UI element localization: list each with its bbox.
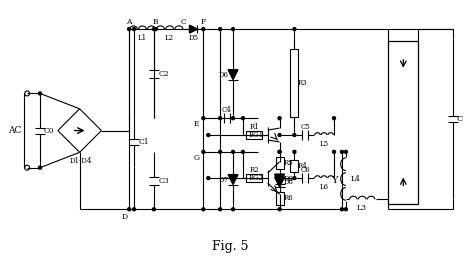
Circle shape <box>155 28 157 31</box>
Text: E: E <box>194 120 199 128</box>
Text: D1-D4: D1-D4 <box>69 157 92 165</box>
Circle shape <box>133 28 136 31</box>
Text: R3: R3 <box>298 79 307 87</box>
Text: D8: D8 <box>283 178 293 186</box>
Polygon shape <box>274 177 284 187</box>
Polygon shape <box>190 25 197 33</box>
Circle shape <box>340 150 343 153</box>
Circle shape <box>219 150 222 153</box>
Circle shape <box>202 117 205 120</box>
Circle shape <box>278 150 281 153</box>
Text: Fig. 5: Fig. 5 <box>212 240 248 253</box>
Circle shape <box>293 133 296 136</box>
Text: C0: C0 <box>44 127 54 135</box>
Text: D7: D7 <box>219 176 229 184</box>
Bar <box>246 174 262 182</box>
Text: F: F <box>201 18 206 26</box>
Text: R4: R4 <box>298 162 307 170</box>
Circle shape <box>278 150 281 153</box>
Circle shape <box>241 117 245 120</box>
Text: D6: D6 <box>219 71 229 79</box>
Text: D5: D5 <box>189 34 199 42</box>
Text: L4: L4 <box>351 175 361 182</box>
Text: C5: C5 <box>301 123 310 131</box>
Text: C: C <box>456 115 463 123</box>
Text: Y: Y <box>331 176 337 185</box>
Circle shape <box>128 28 131 31</box>
Bar <box>275 156 283 169</box>
Circle shape <box>128 208 131 211</box>
Circle shape <box>219 117 222 120</box>
Circle shape <box>345 150 347 153</box>
Circle shape <box>340 208 343 211</box>
Circle shape <box>207 177 210 179</box>
Circle shape <box>232 117 235 120</box>
Text: B: B <box>153 18 159 26</box>
Text: R2: R2 <box>249 166 259 174</box>
Text: R6: R6 <box>283 194 293 202</box>
Text: A: A <box>127 18 132 26</box>
Text: C6: C6 <box>301 166 310 174</box>
Bar <box>275 192 283 205</box>
Circle shape <box>202 150 205 153</box>
Text: C2: C2 <box>158 70 169 78</box>
Text: G: G <box>193 154 200 162</box>
Circle shape <box>133 208 136 211</box>
Circle shape <box>219 208 222 211</box>
Circle shape <box>278 133 281 136</box>
Circle shape <box>345 208 347 211</box>
Circle shape <box>202 208 205 211</box>
Circle shape <box>202 28 205 31</box>
Text: L5: L5 <box>319 140 328 148</box>
Text: L1: L1 <box>138 34 147 42</box>
Circle shape <box>293 177 296 179</box>
Circle shape <box>278 117 281 120</box>
Text: C: C <box>181 18 186 26</box>
Text: L2: L2 <box>165 34 174 42</box>
Circle shape <box>278 208 281 211</box>
Bar <box>389 41 418 204</box>
Polygon shape <box>228 175 238 184</box>
Circle shape <box>232 150 235 153</box>
Text: C4: C4 <box>222 106 231 114</box>
Text: BG2: BG2 <box>248 174 264 182</box>
Circle shape <box>219 28 222 31</box>
Text: C1: C1 <box>138 138 149 146</box>
Text: L6: L6 <box>319 183 328 191</box>
Circle shape <box>38 166 42 169</box>
Text: C3: C3 <box>158 176 169 185</box>
Circle shape <box>38 92 42 95</box>
Circle shape <box>333 117 336 120</box>
Text: R1: R1 <box>249 123 259 131</box>
Bar <box>291 49 298 117</box>
Bar <box>291 159 298 172</box>
Polygon shape <box>274 174 284 184</box>
Text: BG1: BG1 <box>248 131 264 139</box>
Circle shape <box>232 208 235 211</box>
Circle shape <box>293 28 296 31</box>
Text: D9: D9 <box>283 175 293 183</box>
Circle shape <box>333 150 336 153</box>
Text: D: D <box>121 213 127 221</box>
Circle shape <box>152 28 155 31</box>
Circle shape <box>241 150 245 153</box>
Circle shape <box>207 133 210 136</box>
Text: L3: L3 <box>357 204 367 212</box>
Circle shape <box>278 177 281 179</box>
Text: R5: R5 <box>283 159 293 167</box>
Circle shape <box>152 208 155 211</box>
Circle shape <box>293 150 296 153</box>
Circle shape <box>232 28 235 31</box>
Bar <box>246 131 262 139</box>
Text: AC: AC <box>8 126 21 135</box>
Polygon shape <box>228 70 238 79</box>
